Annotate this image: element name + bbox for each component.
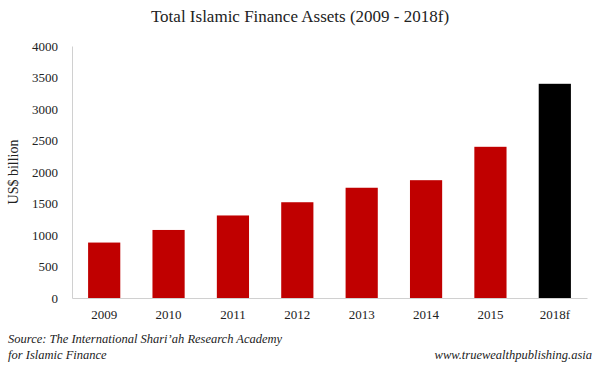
x-tick: 2015 <box>477 307 503 322</box>
y-tick: 2000 <box>32 165 72 180</box>
x-tick: 2018f <box>540 307 571 322</box>
y-axis-title: US$ billion <box>6 140 21 205</box>
title: Total Islamic Finance Assets (2009 - 201… <box>151 7 449 26</box>
source: Source: The International Shari’ah Resea… <box>8 332 283 346</box>
y-tick-label: 2500 <box>32 133 58 148</box>
y-tick-label: 500 <box>39 259 59 274</box>
x-axis: 2009 2010 2011 2012 2013 2014 2015 2018f <box>73 299 588 323</box>
y-tick-label: 3000 <box>32 102 58 117</box>
bar <box>410 180 442 298</box>
credit: www.truewealthpublishing.asia <box>435 348 592 362</box>
bar <box>88 243 120 298</box>
x-tick: 2013 <box>349 307 375 322</box>
x-tick-label: 2009 <box>91 307 117 322</box>
y-tick: 1500 <box>32 196 72 211</box>
bars <box>88 84 571 298</box>
x-tick: 2011 <box>220 307 246 322</box>
bar <box>281 202 313 298</box>
y-tick: 4000 <box>32 39 72 54</box>
x-tick-label: 2014 <box>413 307 440 322</box>
y-axis: 0 500 1000 1500 2000 2500 3000 3500 4000 <box>32 39 73 306</box>
y-tick: 0 <box>52 291 73 306</box>
plot-area: 0 500 1000 1500 2000 2500 3000 3500 4000 2009 2010… <box>32 39 588 323</box>
y-tick-label: 0 <box>52 291 59 306</box>
x-tick: 2014 <box>413 307 440 322</box>
y-tick: 3000 <box>32 102 72 117</box>
bar <box>152 230 184 298</box>
y-tick-label: 2000 <box>32 165 58 180</box>
source: for Islamic Finance <box>8 348 107 362</box>
y-tick: 2500 <box>32 133 72 148</box>
chart: Total Islamic Finance Assets (2009 - 201… <box>0 0 600 369</box>
y-tick: 1000 <box>32 228 72 243</box>
x-tick: 2010 <box>156 307 182 322</box>
x-tick: 2009 <box>91 307 117 322</box>
x-tick: 2012 <box>284 307 310 322</box>
bar <box>217 215 249 298</box>
y-tick-label: 1500 <box>32 196 58 211</box>
y-tick-label: 3500 <box>32 70 58 85</box>
x-tick-label: 2015 <box>477 307 503 322</box>
y-axis-line <box>72 47 73 299</box>
y-tick-label: 1000 <box>32 228 58 243</box>
bar <box>539 84 571 298</box>
bar <box>346 188 378 298</box>
x-tick-label: 2018f <box>540 307 571 322</box>
y-tick: 500 <box>39 259 73 274</box>
x-tick-label: 2011 <box>220 307 246 322</box>
bar <box>474 147 506 298</box>
x-tick-label: 2013 <box>349 307 375 322</box>
x-axis-line <box>73 298 588 299</box>
y-tick: 3500 <box>32 70 72 85</box>
x-tick-label: 2012 <box>284 307 310 322</box>
y-tick-label: 4000 <box>32 39 58 54</box>
x-tick-label: 2010 <box>156 307 182 322</box>
